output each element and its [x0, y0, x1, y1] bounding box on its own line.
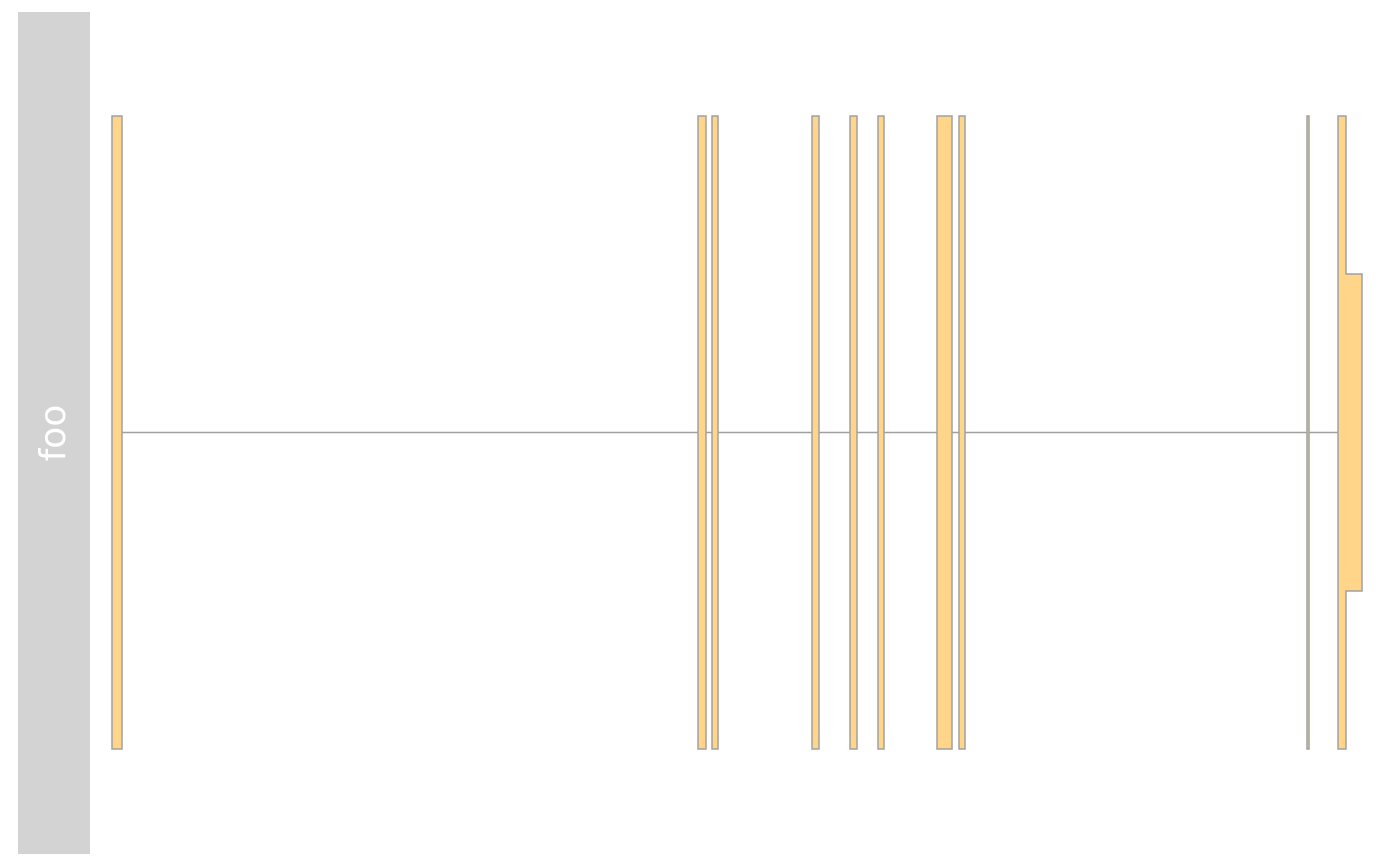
exon-6 [877, 115, 885, 750]
exon-5 [849, 115, 858, 750]
exon-3 [711, 115, 719, 750]
exon-1 [111, 115, 123, 750]
exon-4 [811, 115, 820, 750]
exon-10 [1337, 115, 1363, 750]
exon-7 [936, 115, 953, 750]
exon-2 [697, 115, 707, 750]
exon-9 [1306, 115, 1310, 750]
track-title-panel: foo [18, 12, 90, 854]
exon-8 [958, 115, 966, 750]
